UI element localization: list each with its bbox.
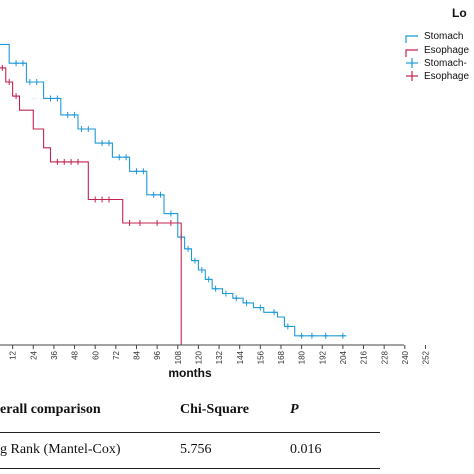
x-tick-label: 156 xyxy=(256,350,265,364)
censor-mark xyxy=(244,299,250,306)
legend-entry-2: Esophage xyxy=(405,45,469,57)
censor-mark xyxy=(13,60,19,67)
censor-mark xyxy=(0,64,5,71)
censor-mark xyxy=(206,276,212,283)
censor-mark xyxy=(68,158,74,165)
censor-mark xyxy=(340,332,346,339)
x-tick-label: 240 xyxy=(401,350,410,364)
censor-mark xyxy=(27,79,33,85)
legend-title: Lo xyxy=(452,6,467,20)
censor-mark xyxy=(140,168,146,175)
x-axis-title: months xyxy=(168,366,212,380)
censor-mark xyxy=(185,245,191,252)
table-header-row: erall comparison Chi-Square P xyxy=(0,402,380,428)
survival-chart: 12 24 36 48 60 72 84 96 108 120 132 144 156 168 180 192… xyxy=(0,6,469,380)
table-cell-test: g Rank (Mantel-Cox) xyxy=(0,442,121,457)
censor-mark xyxy=(47,95,53,102)
censor-mark xyxy=(92,196,98,203)
censor-mark xyxy=(257,304,263,311)
x-tick-label: 120 xyxy=(195,350,204,364)
table-header-overall: erall comparison xyxy=(0,402,101,417)
censor-mark xyxy=(271,309,277,316)
legend-entry-1: Stomach xyxy=(405,31,463,43)
legend-step-icon xyxy=(405,49,418,57)
x-tick-label: 36 xyxy=(50,350,59,359)
censor-mark xyxy=(61,158,67,165)
legend-label: Esophage xyxy=(424,71,469,82)
censor-mark xyxy=(75,158,81,165)
x-tick-label: 24 xyxy=(29,350,38,359)
series-line-stomach xyxy=(0,43,347,337)
series-line-esophagus xyxy=(0,67,182,345)
censor-mark xyxy=(192,257,198,264)
x-tick-label: 144 xyxy=(236,350,245,364)
censor-mark xyxy=(72,111,78,118)
table-header-chi-square: Chi-Square xyxy=(180,402,249,417)
x-tick-label: 72 xyxy=(112,350,121,359)
censor-mark xyxy=(123,154,129,161)
legend-entry-4: Esophage xyxy=(406,71,469,82)
x-tick-label: 12 xyxy=(9,350,18,359)
x-tick-label: 180 xyxy=(298,350,307,364)
legend-step-icon xyxy=(405,35,418,43)
censor-mark xyxy=(34,79,40,85)
table-row: g Rank (Mantel-Cox) 5.756 0.016 xyxy=(0,442,380,468)
censor-mark xyxy=(99,140,105,147)
censor-mark xyxy=(213,285,219,292)
censor-mark xyxy=(106,196,112,203)
censor-mark xyxy=(6,79,12,85)
x-axis-ticks: 12 24 36 48 60 72 84 96 108 120 132 144 156 168 180 192… xyxy=(9,345,431,364)
censor-mark xyxy=(133,168,139,175)
table-rule-bottom xyxy=(0,468,380,469)
censor-mark xyxy=(85,126,91,132)
censor-mark xyxy=(154,220,160,226)
censor-mark xyxy=(151,191,157,198)
censor-mark xyxy=(309,332,315,339)
x-tick-label: 84 xyxy=(133,350,142,359)
censor-mark xyxy=(78,126,84,132)
table-cell-chi-square: 5.756 xyxy=(180,442,212,457)
x-tick-label: 192 xyxy=(318,350,327,364)
x-tick-label: 216 xyxy=(360,350,369,364)
x-tick-label: 48 xyxy=(71,350,80,359)
legend-label: Stomach- xyxy=(424,58,467,69)
legend-entry-3: Stomach- xyxy=(406,58,467,69)
x-tick-label: 228 xyxy=(380,350,389,364)
censor-mark xyxy=(323,332,329,339)
x-tick-label: 60 xyxy=(91,350,100,359)
censor-mark xyxy=(54,158,60,165)
censor-mark xyxy=(106,140,112,147)
table-cell-p: 0.016 xyxy=(290,442,322,457)
censor-mark xyxy=(299,332,305,339)
censor-mark xyxy=(223,290,229,297)
censor-mark xyxy=(13,93,19,100)
table-rule-top xyxy=(0,432,380,433)
x-tick-label: 168 xyxy=(277,350,286,364)
censor-mark xyxy=(99,196,105,203)
censor-mark xyxy=(20,60,26,67)
x-tick-label: 108 xyxy=(174,350,183,364)
censor-mark xyxy=(199,267,205,273)
table-header-p: P xyxy=(290,402,299,417)
censor-mark xyxy=(168,210,174,217)
legend-label: Stomach xyxy=(424,31,463,42)
legend: Lo Stomach Esophage Stomach- Esophage xyxy=(405,6,469,82)
censor-mark xyxy=(127,220,133,226)
censor-mark xyxy=(233,295,239,302)
x-tick-label: 204 xyxy=(339,350,348,364)
x-tick-label: 132 xyxy=(215,350,224,364)
x-tick-label: 96 xyxy=(153,350,162,359)
censor-mark xyxy=(116,154,122,161)
censor-mark xyxy=(65,111,71,118)
x-tick-label: 252 xyxy=(422,350,431,364)
censor-mark xyxy=(158,191,164,198)
censor-mark xyxy=(137,220,143,226)
censor-mark xyxy=(54,95,60,102)
censor-mark xyxy=(285,323,291,330)
censor-mark xyxy=(168,220,174,226)
legend-label: Esophage xyxy=(424,45,469,56)
